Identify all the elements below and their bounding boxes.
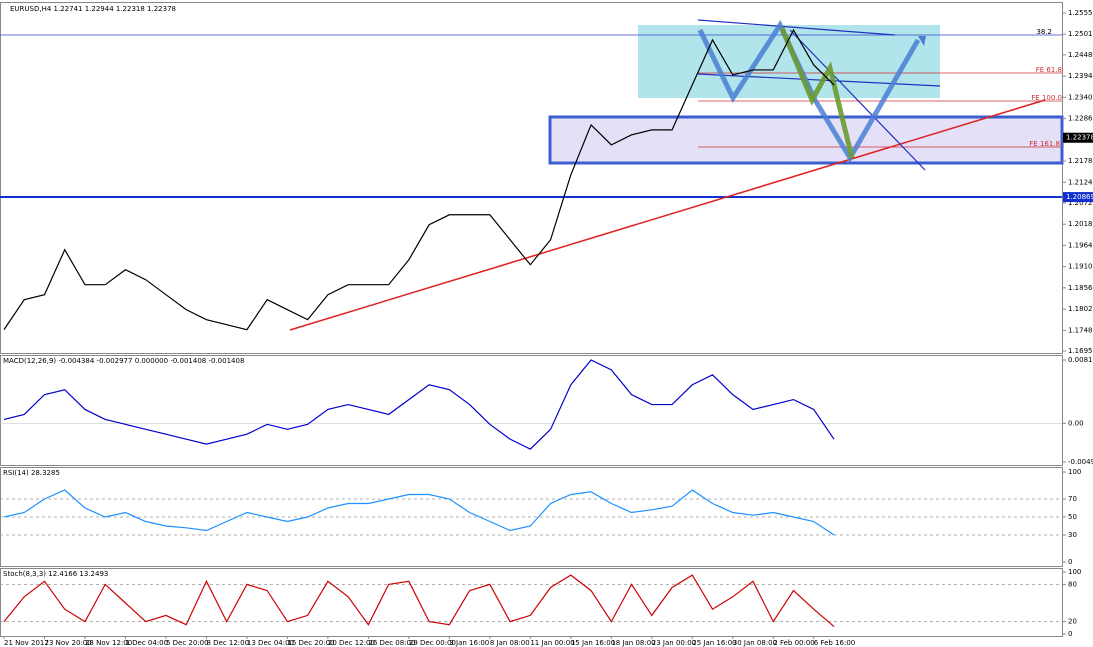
x-tick-label: 2 Feb 00:00: [773, 639, 814, 647]
y-tick-label: 1.18560: [1068, 284, 1093, 292]
x-tick-label: 8 Dec 12:00: [206, 639, 249, 647]
fe-label: FE 100.0: [1031, 94, 1062, 102]
y-tick-label: 1.19640: [1068, 241, 1093, 249]
x-tick-label: 23 Nov 20:00: [44, 639, 91, 647]
y-tick-label: 1.16955: [1068, 347, 1093, 355]
y-tick-label: 1.21245: [1068, 178, 1093, 186]
y-tick-label: 0: [1068, 630, 1072, 638]
arrow-head: [918, 36, 926, 46]
x-tick-label: 30 Jan 08:00: [733, 639, 777, 647]
x-tick-label: 15 Jan 16:00: [571, 639, 615, 647]
series-line: [3, 28, 835, 331]
support-zone: [548, 115, 1064, 165]
x-tick-label: 28 Nov 12:00: [85, 639, 132, 647]
series-line: [3, 574, 835, 628]
x-tick-label: 3 Jan 16:00: [449, 639, 489, 647]
y-tick-label: 1.25550: [1068, 9, 1093, 17]
x-tick-label: 26 Dec 08:00: [368, 639, 415, 647]
x-tick-label: 29 Dec 00:00: [409, 639, 456, 647]
x-tick-label: 1 Dec 04:00: [125, 639, 168, 647]
channel-line: [789, 29, 926, 171]
price-marker-label: 1.20869: [1066, 193, 1093, 201]
y-tick-label: 1.24485: [1068, 51, 1093, 59]
y-tick-label: 1.23405: [1068, 93, 1093, 101]
target-zone: [638, 25, 940, 98]
series-line: [3, 359, 835, 450]
macd-title: MACD(12,26,9) -0.004384 -0.002977 0.0000…: [3, 357, 244, 365]
fe-label: FE 61.8: [1036, 66, 1062, 74]
y-tick-label: 50: [1068, 513, 1077, 521]
x-tick-label: 5 Dec 20:00: [166, 639, 209, 647]
rsi-title: RSI(14) 28.3285: [3, 469, 60, 477]
price-marker-label: 1.22378: [1066, 134, 1093, 142]
x-tick-label: 6 Feb 16:00: [814, 639, 855, 647]
x-tick-label: 18 Jan 08:00: [611, 639, 655, 647]
y-tick-label: 30: [1068, 531, 1077, 539]
wave-path: [779, 27, 855, 159]
y-tick-label: 1.20180: [1068, 220, 1093, 228]
channel-line: [697, 19, 896, 36]
x-tick-label: 11 Jan 00:00: [530, 639, 574, 647]
y-tick-label: 0.008162: [1068, 356, 1093, 364]
x-tick-label: 13 Dec 04:00: [247, 639, 294, 647]
y-tick-label: 1.17480: [1068, 326, 1093, 334]
macd-panel: [0, 355, 1063, 466]
y-tick-label: -0.004982: [1068, 458, 1093, 466]
series-line: [3, 489, 835, 536]
main-panel: [0, 2, 1063, 354]
fe-label: FE 161.8: [1029, 140, 1060, 148]
x-tick-label: 15 Dec 20:00: [287, 639, 334, 647]
x-tick-label: 25 Jan 16:00: [692, 639, 736, 647]
fib-label: 38.2: [1036, 28, 1052, 36]
symbol-header: EURUSD,H4 1.22741 1.22944 1.22318 1.2237…: [10, 5, 176, 13]
y-tick-label: 20: [1068, 618, 1077, 626]
x-tick-label: 8 Jan 08:00: [490, 639, 530, 647]
y-tick-label: 70: [1068, 495, 1077, 503]
y-tick-label: 1.18020: [1068, 305, 1093, 313]
y-tick-label: 100: [1068, 468, 1081, 476]
stoch-title: Stoch(8,3,3) 12.4166 13.2493: [3, 570, 108, 578]
y-tick-label: 1.25010: [1068, 30, 1093, 38]
y-tick-label: 1.22865: [1068, 115, 1093, 123]
y-tick-label: 0: [1068, 558, 1072, 566]
trend-line: [289, 99, 1046, 331]
y-tick-label: 1.19100: [1068, 263, 1093, 271]
x-tick-label: 20 Dec 12:00: [328, 639, 375, 647]
y-tick-label: 1.20720: [1068, 199, 1093, 207]
stoch-panel: [0, 568, 1063, 637]
channel-line: [697, 73, 941, 87]
price-marker: [1063, 132, 1093, 143]
price-marker: [1063, 192, 1093, 203]
y-tick-label: 1.21785: [1068, 157, 1093, 165]
y-tick-label: 1.23945: [1068, 72, 1093, 80]
x-tick-label: 23 Jan 00:00: [652, 639, 696, 647]
y-tick-label: 0.00: [1068, 419, 1084, 427]
y-tick-label: 100: [1068, 568, 1081, 576]
y-tick-label: 80: [1068, 580, 1077, 588]
x-tick-label: 21 Nov 2017: [4, 639, 49, 647]
